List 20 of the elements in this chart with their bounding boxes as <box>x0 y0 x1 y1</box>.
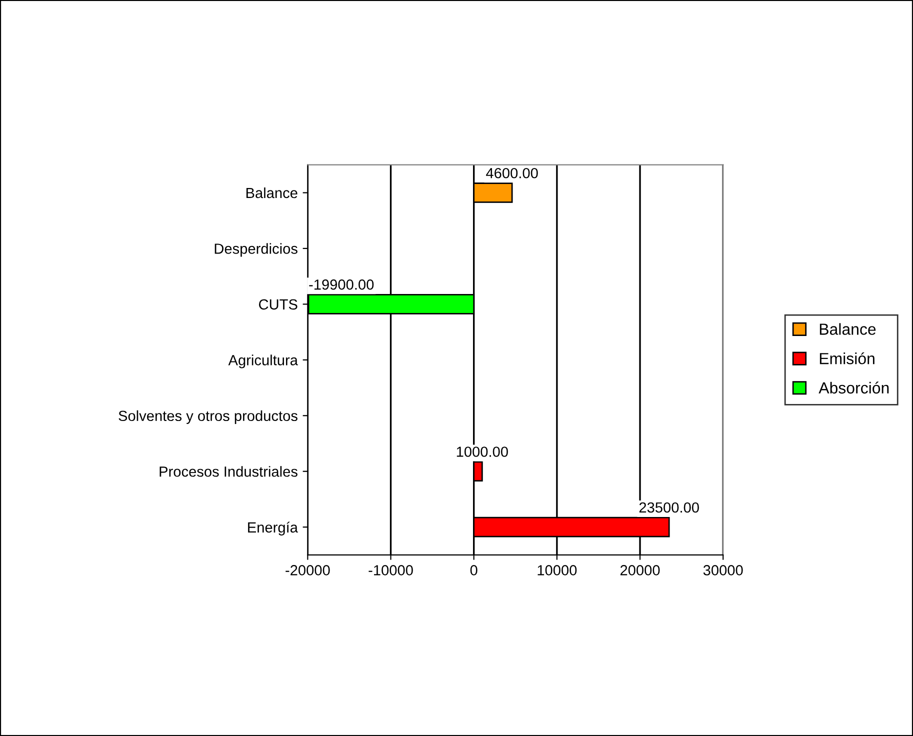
x-tick-label: -10000 <box>368 565 413 576</box>
data-label: 4600.00 <box>486 168 538 178</box>
data-label: 1000.00 <box>456 446 508 457</box>
legend-label: Emisión <box>820 352 874 364</box>
y-tick-label: Solventes y otros productos <box>118 410 298 424</box>
y-tick-label: Energía <box>248 522 298 536</box>
legend-label: Balance <box>820 323 876 335</box>
x-tick-label: 30000 <box>703 565 743 576</box>
y-tick-label: CUTS <box>259 299 298 310</box>
y-tick-label: Procesos Industriales <box>160 466 298 477</box>
x-tick-label: -20000 <box>286 565 330 576</box>
legend-label: Absorción <box>818 382 889 394</box>
data-label: -19900.00 <box>309 279 374 290</box>
data-label: 23500.00 <box>639 502 699 513</box>
y-tick-label: Desperdicios <box>214 243 298 257</box>
y-tick-label: Agricultura <box>228 354 298 368</box>
x-tick-label: 0 <box>470 565 478 576</box>
y-tick-label: Balance <box>246 187 298 198</box>
x-tick-label: 10000 <box>538 565 577 576</box>
x-tick-label: 20000 <box>620 565 660 576</box>
